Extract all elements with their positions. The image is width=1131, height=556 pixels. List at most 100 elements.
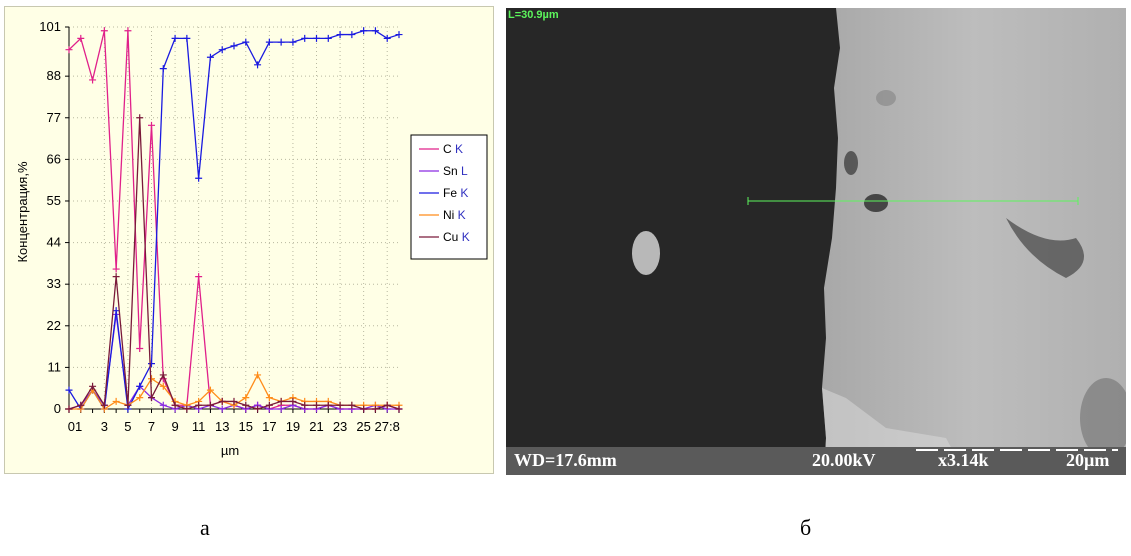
working-distance-label: WD=17.6mm xyxy=(514,450,617,470)
inclusion-particle xyxy=(632,231,660,275)
data-point xyxy=(77,401,85,409)
data-point xyxy=(195,401,203,409)
series-fe xyxy=(65,27,403,413)
y-tick-label: 0 xyxy=(54,401,61,416)
legend-label: Fe K xyxy=(443,186,468,200)
data-point xyxy=(65,46,73,54)
y-axis-label: Концентрация,% xyxy=(15,161,30,262)
series-line xyxy=(68,117,400,410)
data-point xyxy=(159,371,167,379)
data-point xyxy=(136,394,144,402)
legend-line-name: K xyxy=(462,230,470,244)
series-cu xyxy=(65,114,403,413)
caption-b: б xyxy=(800,515,812,540)
x-tick-label: 7 xyxy=(148,419,155,434)
data-point xyxy=(171,34,179,42)
data-point xyxy=(218,397,226,405)
data-point xyxy=(100,401,108,409)
x-tick-label: 5 xyxy=(124,419,131,434)
legend-line-name: K xyxy=(455,142,463,156)
x-tick-label: 27:8 xyxy=(375,419,400,434)
y-tick-label: 88 xyxy=(47,68,61,83)
data-point xyxy=(183,34,191,42)
eds-line-profile-chart: 0 11 22 33 44 55 66 77 88 101 01 3 5 7 9 11 13 15 17 19 21 23… xyxy=(4,6,494,474)
data-point xyxy=(360,405,368,413)
sem-image xyxy=(506,8,1126,475)
x-tick-label: 3 xyxy=(101,419,108,434)
y-tick-label: 55 xyxy=(47,193,61,208)
series-sn xyxy=(65,310,403,413)
data-point xyxy=(136,344,144,352)
x-tick-label: 15 xyxy=(239,419,253,434)
data-point xyxy=(89,382,97,390)
voltage-label: 20.00kV xyxy=(812,450,876,470)
steel-substrate-region xyxy=(822,8,1126,475)
scale-bar-label: 20µm xyxy=(1066,450,1110,470)
y-tick-label: 66 xyxy=(47,151,61,166)
legend-element-name: Sn xyxy=(443,164,461,178)
data-point xyxy=(324,401,332,409)
data-point xyxy=(313,401,320,409)
x-tick-label: 25 xyxy=(356,419,370,434)
x-tick-label: 19 xyxy=(286,419,300,434)
legend-element-name: Cu xyxy=(443,230,462,244)
data-point xyxy=(395,405,403,413)
y-tick-label: 44 xyxy=(47,235,61,250)
y-tick-label: 33 xyxy=(47,276,61,291)
data-point xyxy=(313,34,320,42)
data-point xyxy=(206,401,214,409)
data-point xyxy=(254,371,262,379)
legend-element-name: Fe xyxy=(443,186,460,200)
data-point xyxy=(89,76,97,84)
data-point xyxy=(148,375,155,383)
x-axis-label: µm xyxy=(221,443,239,458)
chart-series xyxy=(65,27,403,413)
data-point xyxy=(265,38,273,46)
data-point xyxy=(383,401,391,409)
data-point xyxy=(254,405,262,413)
data-point xyxy=(206,386,214,394)
data-point xyxy=(242,401,250,409)
data-point xyxy=(124,27,132,35)
data-point xyxy=(254,61,262,69)
data-point xyxy=(277,38,285,46)
legend-line-name: L xyxy=(461,164,468,178)
y-tick-label: 77 xyxy=(47,110,61,125)
x-tick-label: 23 xyxy=(333,419,347,434)
legend-label: C K xyxy=(443,142,463,156)
data-point xyxy=(159,401,167,409)
data-point xyxy=(65,386,73,394)
data-point xyxy=(159,65,167,73)
data-point xyxy=(277,397,285,405)
data-point xyxy=(301,34,309,42)
data-point xyxy=(183,405,191,413)
legend-box xyxy=(410,134,488,260)
x-tick-label: 21 xyxy=(309,419,323,434)
x-tick-label: 13 xyxy=(215,419,229,434)
sem-info-bar: WD=17.6mm 20.00kV x3.14k 20µm xyxy=(506,447,1126,475)
x-tick-label: 11 xyxy=(192,419,206,434)
data-point xyxy=(289,38,297,46)
data-point xyxy=(371,405,379,413)
data-point xyxy=(195,174,203,182)
data-point xyxy=(348,31,356,39)
data-point xyxy=(242,38,250,46)
legend-label: Ni K xyxy=(443,208,466,222)
data-point xyxy=(230,42,238,50)
data-point xyxy=(124,401,132,409)
chart-axes xyxy=(65,26,400,413)
data-point xyxy=(77,34,85,42)
scan-length-label: L=30.9µm xyxy=(508,9,559,21)
legend-element-name: C xyxy=(443,142,455,156)
data-point xyxy=(136,114,144,122)
data-point xyxy=(112,307,120,315)
series-line xyxy=(68,30,400,410)
legend-label: Sn L xyxy=(443,164,468,178)
data-point xyxy=(206,53,214,61)
data-point xyxy=(277,405,285,413)
data-point xyxy=(136,382,144,390)
data-point xyxy=(159,382,167,390)
data-point xyxy=(348,401,356,409)
series-c xyxy=(65,27,403,413)
data-point xyxy=(301,401,309,409)
